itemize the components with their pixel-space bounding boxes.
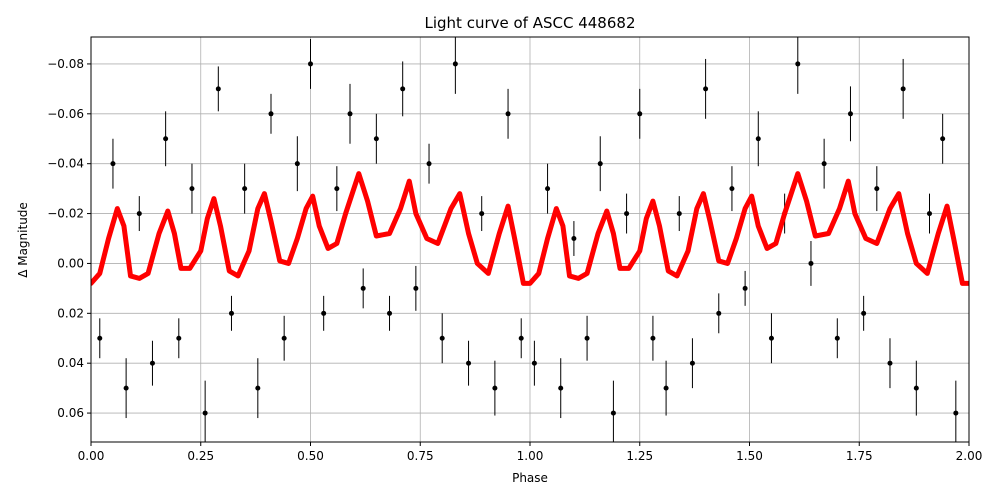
data-point: [387, 310, 393, 316]
x-tick-label: 1.00: [517, 449, 544, 463]
data-point: [531, 360, 537, 366]
data-point: [136, 211, 142, 217]
data-point: [479, 211, 485, 217]
data-point: [518, 335, 524, 341]
x-tick-label: 1.75: [846, 449, 873, 463]
data-point: [321, 310, 327, 316]
y-tick-label: −0.06: [47, 107, 84, 121]
data-point: [571, 236, 577, 242]
model-line: [91, 171, 969, 286]
data-point: [808, 260, 814, 266]
data-point: [689, 360, 695, 366]
data-point: [400, 86, 406, 92]
chart-title: Light curve of ASCC 448682: [425, 14, 636, 32]
data-point: [308, 61, 313, 67]
data-point: [834, 335, 840, 341]
data-point: [926, 211, 932, 217]
data-point: [637, 111, 643, 117]
y-tick-label: 0.06: [57, 406, 84, 420]
data-point: [545, 186, 551, 192]
data-point: [110, 161, 116, 167]
data-point: [742, 285, 748, 291]
x-tick-label: 1.50: [736, 449, 763, 463]
data-point: [716, 310, 722, 316]
y-tick-label: 0.04: [57, 356, 84, 370]
data-point: [676, 211, 682, 217]
data-point: [953, 410, 959, 416]
data-point: [466, 360, 472, 366]
x-tick-label: 1.25: [626, 449, 653, 463]
data-point: [624, 211, 630, 217]
x-tick-label: 0.50: [297, 449, 324, 463]
y-axis-label: Δ Magnitude: [16, 202, 30, 278]
data-point: [281, 335, 287, 341]
y-tick-label: −0.08: [47, 57, 84, 71]
data-point: [373, 136, 379, 142]
x-tick-label: 0.25: [187, 449, 214, 463]
data-point: [663, 385, 669, 391]
data-point: [874, 186, 880, 192]
data-point: [347, 111, 353, 117]
data-point: [123, 385, 129, 391]
data-point: [202, 410, 208, 416]
data-point: [360, 285, 366, 291]
data-point: [189, 186, 195, 192]
y-tick-label: −0.04: [47, 157, 84, 171]
data-point: [163, 136, 169, 142]
data-point: [268, 111, 274, 117]
data-point: [452, 61, 458, 67]
data-point: [149, 360, 155, 366]
data-point: [228, 310, 234, 316]
x-tick-label: 0.00: [78, 449, 105, 463]
data-point: [439, 335, 445, 341]
data-point: [729, 186, 735, 192]
y-tick-label: −0.02: [47, 207, 84, 221]
x-axis-label: Phase: [512, 471, 548, 485]
y-tick-label: 0.00: [57, 256, 84, 270]
data-point: [426, 161, 432, 167]
data-point: [413, 285, 419, 291]
data-point: [97, 335, 103, 341]
data-point: [821, 161, 827, 167]
data-point: [492, 385, 498, 391]
plot-area: [91, 37, 969, 442]
data-point: [768, 335, 774, 341]
data-point: [795, 61, 801, 67]
data-point: [861, 310, 867, 316]
data-point: [847, 111, 853, 117]
data-point: [558, 385, 564, 391]
x-tick-label: 2.00: [956, 449, 983, 463]
data-point: [610, 410, 616, 416]
data-point: [650, 335, 656, 341]
data-point: [505, 111, 511, 117]
data-point: [755, 136, 761, 142]
data-point: [242, 186, 248, 192]
data-point: [940, 136, 946, 142]
data-point: [913, 385, 919, 391]
data-point: [215, 86, 221, 92]
data-point: [703, 86, 709, 92]
y-tick-label: 0.02: [57, 306, 84, 320]
data-point: [334, 186, 340, 192]
data-point: [255, 385, 261, 391]
data-point: [176, 335, 182, 341]
data-point: [900, 86, 906, 92]
x-tick-label: 0.75: [407, 449, 434, 463]
data-point: [294, 161, 300, 167]
data-point: [597, 161, 603, 167]
data-point: [584, 335, 590, 341]
data-point: [887, 360, 893, 366]
